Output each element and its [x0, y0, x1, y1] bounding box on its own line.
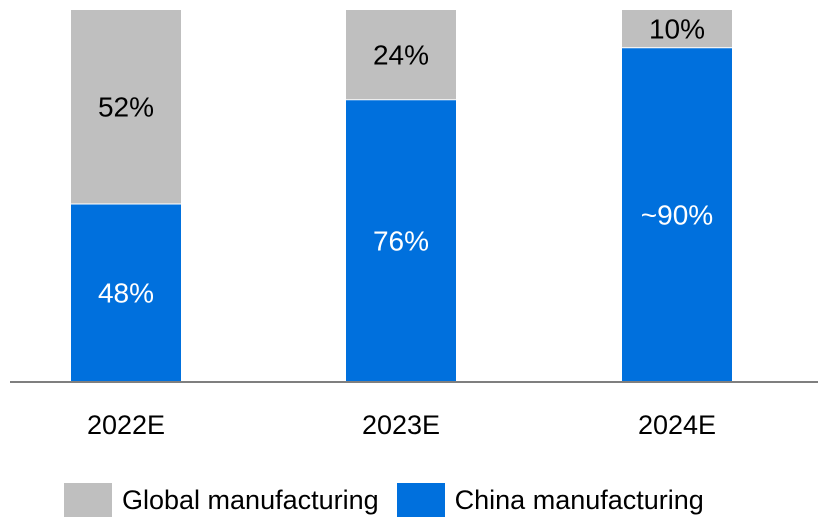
bar-global-manufacturing-2023e — [346, 10, 456, 100]
bar-global-manufacturing-2022e — [71, 10, 181, 204]
legend-item-global: Global manufacturing — [64, 483, 379, 517]
legend: Global manufacturing China manufacturing — [64, 482, 722, 518]
x-tick-label-2024e: 2024E — [638, 410, 716, 440]
legend-swatch-global — [64, 483, 112, 517]
bar-china-manufacturing-2023e — [346, 99, 456, 382]
data-label-china-manufacturing-2023e: 76% — [373, 226, 429, 257]
x-tick-label-2023e: 2023E — [362, 410, 440, 440]
legend-swatch-china — [396, 483, 445, 517]
data-label-china-manufacturing-2022e: 48% — [98, 278, 154, 309]
data-label-global-manufacturing-2023e: 24% — [373, 40, 429, 71]
bar-china-manufacturing-2022e — [71, 203, 181, 382]
data-label-global-manufacturing-2022e: 52% — [98, 92, 154, 123]
stacked-bar-chart: 48% 52% 76% 24% ~90% 10% 2022E 2023E 2024E — [10, 10, 818, 440]
bars-group: 48% 52% 76% 24% ~90% 10% — [71, 10, 732, 382]
bar-china-manufacturing-2024e — [622, 47, 732, 382]
bar-global-manufacturing-2024e — [622, 10, 732, 48]
data-label-china-manufacturing-2024e: ~90% — [641, 200, 713, 231]
legend-label-global: Global manufacturing — [122, 484, 379, 515]
legend-label-china: China manufacturing — [454, 484, 704, 515]
x-tick-labels: 2022E 2023E 2024E — [87, 410, 716, 440]
data-label-global-manufacturing-2024e: 10% — [649, 14, 705, 45]
x-tick-label-2022e: 2022E — [87, 410, 165, 440]
legend-item-china: China manufacturing — [396, 483, 704, 517]
